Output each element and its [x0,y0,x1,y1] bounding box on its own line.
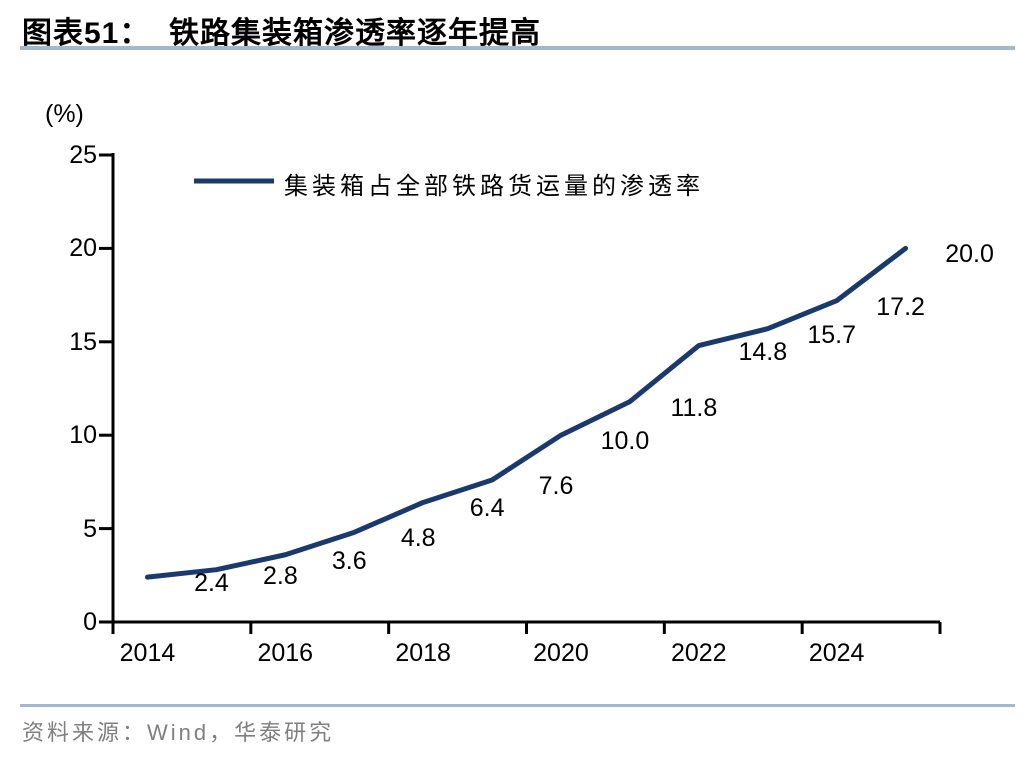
data-point-label: 3.6 [331,546,367,575]
data-point-label: 4.8 [400,524,436,553]
y-tick-label: 10 [69,421,97,450]
data-source-note: 资料来源：Wind，华泰研究 [22,720,335,745]
y-axis-unit-label: (%) [45,100,84,128]
data-point-label: 20.0 [945,240,994,269]
y-tick-label: 0 [83,608,97,636]
x-tick-label: 2014 [119,639,176,667]
y-tick-label: 20 [69,234,97,263]
x-tick-label: 2022 [670,639,727,667]
data-point-label: 15.7 [807,320,857,349]
y-tick-label: 25 [69,141,97,169]
footer-separator-rule [20,704,1015,707]
data-point-label: 2.4 [194,569,229,598]
data-point-label: 17.2 [876,292,925,321]
y-tick-label: 15 [69,327,97,356]
x-tick-label: 2020 [533,639,589,667]
x-tick-label: 2024 [808,639,865,667]
x-tick-label: 2016 [257,639,314,667]
figure-title: 图表51： 铁路集装箱渗透率逐年提高 [22,17,542,50]
x-tick-label: 2018 [395,639,451,667]
data-point-label: 7.6 [538,472,574,501]
y-tick-label: 5 [83,514,97,543]
data-point-label: 2.8 [262,561,298,590]
legend-series-label: 集装箱占全部铁路货运量的渗透率 [284,173,704,200]
data-point-label: 11.8 [670,393,718,422]
data-point-label: 6.4 [469,494,505,523]
penetration-rate-line-series [144,245,909,580]
title-underline-rule [20,46,1015,50]
data-point-label: 14.8 [738,337,788,366]
data-point-label: 10.0 [600,427,650,456]
